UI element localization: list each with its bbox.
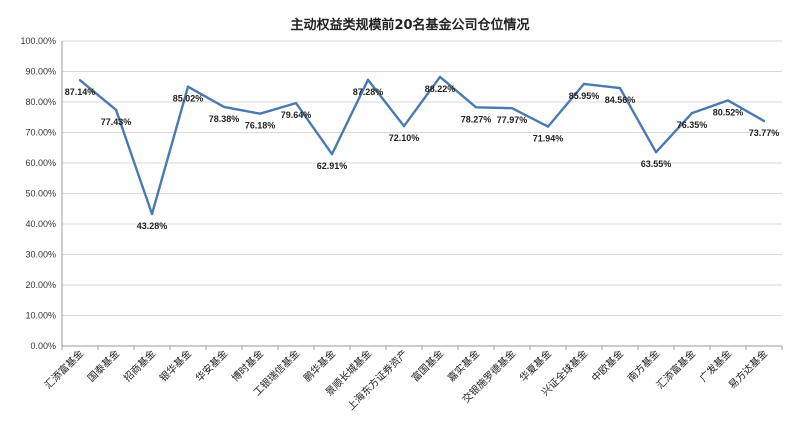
data-label: 79.64% bbox=[281, 110, 312, 120]
data-point bbox=[258, 112, 262, 115]
data-label: 76.18% bbox=[245, 121, 276, 131]
data-point bbox=[330, 152, 334, 156]
x-tick-label: 汇添富基金 bbox=[42, 347, 87, 392]
data-label: 77.97% bbox=[497, 115, 528, 125]
data-label: 78.27% bbox=[461, 114, 492, 124]
y-tick-label: 30.00% bbox=[25, 250, 56, 260]
y-tick-label: 20.00% bbox=[25, 280, 56, 290]
data-label: 88.22% bbox=[425, 84, 456, 94]
y-tick-label: 50.00% bbox=[25, 189, 56, 199]
data-label: 84.56% bbox=[605, 95, 636, 105]
x-tick-label: 招商基金 bbox=[121, 347, 158, 384]
data-point bbox=[618, 86, 622, 90]
chart-title: 主动权益类规模前20名基金公司仓位情况 bbox=[290, 17, 529, 33]
data-point bbox=[222, 105, 226, 109]
data-label: 73.77% bbox=[749, 128, 780, 138]
x-tick-label: 国泰基金 bbox=[85, 347, 122, 384]
data-point bbox=[366, 78, 370, 81]
data-point bbox=[510, 106, 514, 110]
data-label: 71.94% bbox=[533, 134, 564, 144]
x-tick-label: 华安基金 bbox=[193, 347, 230, 384]
data-point bbox=[78, 79, 82, 82]
y-tick-label: 0.00% bbox=[30, 341, 56, 351]
data-point bbox=[402, 124, 406, 128]
data-point bbox=[654, 150, 658, 154]
data-label: 77.43% bbox=[101, 117, 132, 127]
y-tick-label: 100.00% bbox=[20, 36, 56, 46]
x-tick-label: 上海东方证券资产 bbox=[344, 347, 410, 413]
data-point bbox=[546, 125, 550, 128]
data-label: 85.02% bbox=[173, 94, 204, 104]
x-tick-label: 华夏基金 bbox=[517, 347, 554, 384]
data-point bbox=[114, 108, 118, 112]
data-point bbox=[474, 106, 478, 109]
y-tick-label: 70.00% bbox=[25, 128, 56, 138]
data-point bbox=[186, 85, 190, 88]
data-label: 78.38% bbox=[209, 114, 240, 124]
y-tick-label: 90.00% bbox=[25, 67, 56, 77]
x-tick-label: 广发基金 bbox=[697, 347, 734, 384]
y-tick-label: 40.00% bbox=[25, 219, 56, 229]
data-label: 87.14% bbox=[65, 87, 96, 97]
series-line bbox=[79, 75, 765, 216]
x-tick-label: 南方基金 bbox=[625, 347, 662, 384]
x-tick-label: 鹏华基金 bbox=[301, 347, 338, 384]
data-point bbox=[294, 101, 298, 105]
data-label: 80.52% bbox=[713, 107, 744, 117]
data-label: 62.91% bbox=[317, 161, 348, 171]
data-point bbox=[582, 82, 586, 86]
x-tick-label: 易方达基金 bbox=[726, 347, 771, 392]
y-tick-label: 60.00% bbox=[25, 158, 56, 168]
y-tick-label: 80.00% bbox=[25, 97, 56, 107]
data-label: 76.35% bbox=[677, 120, 708, 130]
x-tick-label: 博时基金 bbox=[229, 347, 266, 384]
x-tick-label: 汇添富基金 bbox=[654, 347, 699, 392]
data-point bbox=[690, 111, 694, 115]
data-point bbox=[726, 99, 730, 102]
data-label: 72.10% bbox=[389, 133, 420, 143]
x-tick-label: 中欧基金 bbox=[589, 347, 626, 384]
data-label: 43.28% bbox=[137, 221, 168, 231]
x-tick-label: 嘉实基金 bbox=[445, 347, 482, 384]
data-label: 85.95% bbox=[569, 91, 600, 101]
x-tick-label: 银华基金 bbox=[157, 347, 194, 384]
x-tick-label: 富国基金 bbox=[409, 347, 446, 384]
y-tick-label: 10.00% bbox=[25, 311, 56, 321]
data-label: 87.28% bbox=[353, 87, 384, 97]
data-point bbox=[150, 212, 154, 216]
data-point bbox=[762, 119, 766, 123]
data-point bbox=[438, 75, 442, 79]
data-label: 63.55% bbox=[641, 159, 672, 169]
